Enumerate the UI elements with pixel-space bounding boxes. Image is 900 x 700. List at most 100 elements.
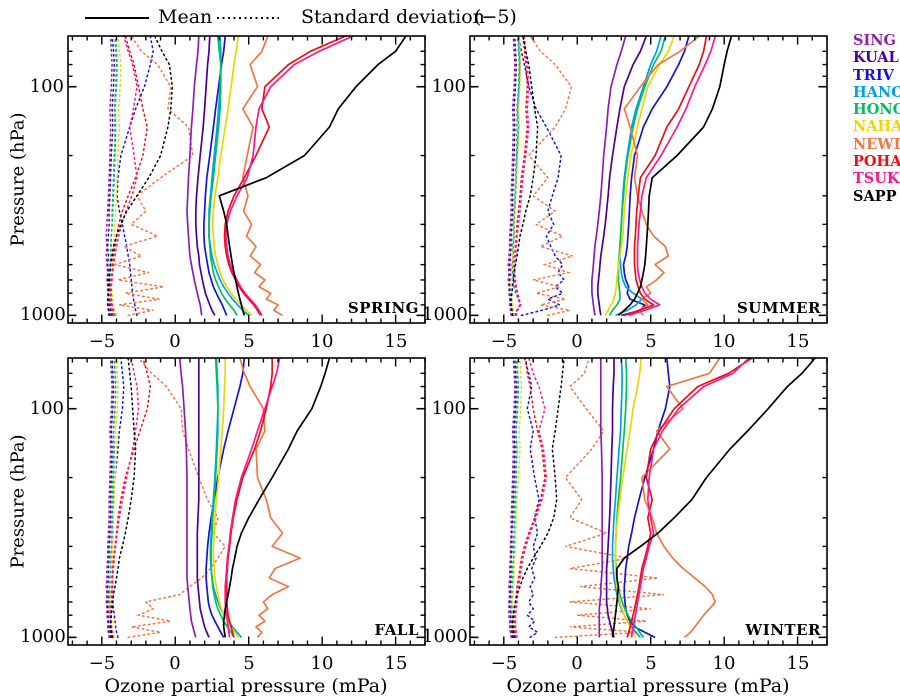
legend-station-newd: NEWD <box>853 135 900 153</box>
mean-curve-poha <box>624 35 708 317</box>
mean-curve-naha <box>614 357 643 638</box>
std-curve-newd <box>112 35 194 317</box>
legend-station-tsuk: TSUK <box>853 170 900 188</box>
mean-line-sample <box>85 17 149 19</box>
std-curve-tsuk <box>110 357 140 639</box>
x-tick-label: 5 <box>645 653 657 674</box>
std-curve-sing <box>105 357 113 639</box>
std-curve-kual <box>508 357 518 639</box>
x-tick-label: 10 <box>310 653 334 674</box>
std-line-sample <box>217 17 279 19</box>
mean-curve-hong <box>608 35 667 316</box>
std-curve-tsuk <box>514 35 530 317</box>
mean-curve-triv <box>621 35 690 317</box>
std-curve-sapp <box>109 357 137 639</box>
x-tick-label: 10 <box>310 331 334 352</box>
std-curve-newd <box>527 35 576 317</box>
mean-curve-kual <box>605 358 615 638</box>
legend-station-naha: NAHA <box>853 118 900 136</box>
std-curve-sapp <box>106 35 174 317</box>
mean-curve-tsuk <box>630 357 750 638</box>
y-tick-label: 1000 <box>20 626 66 647</box>
std-curve-newd <box>554 357 664 639</box>
mean-legend-label: Mean <box>158 6 213 28</box>
std-curve-poha <box>109 357 152 639</box>
x-tick-label: 15 <box>786 331 810 352</box>
legend-station-sapp: SAPP <box>853 187 897 205</box>
std-curve-sapp <box>510 35 539 317</box>
x-tick-label: 5 <box>243 653 255 674</box>
panel-summer <box>469 35 828 324</box>
y-axis-title-bottom: Pressure (hPa) <box>7 434 29 569</box>
std-curve-kual <box>508 35 518 317</box>
x-tick-label: 10 <box>712 331 736 352</box>
y-tick-label: 100 <box>29 398 64 419</box>
x-tick-label: 0 <box>571 331 583 352</box>
x-tick-label: 5 <box>243 331 255 352</box>
x-tick-label: 0 <box>169 331 181 352</box>
x-axis-title-right: Ozone partial pressure (mPa) <box>506 675 790 697</box>
x-tick-label: 15 <box>384 653 408 674</box>
mean-curve-kual <box>196 358 210 638</box>
y-tick-label: 100 <box>431 76 466 97</box>
legend-station-poha: POHA <box>853 153 900 171</box>
season-label-summer: SUMMER <box>736 299 821 317</box>
panel-frame <box>469 35 828 324</box>
panel-frame <box>67 35 426 324</box>
season-label-winter: WINTER <box>745 621 821 639</box>
y-tick-label: 100 <box>29 76 64 97</box>
legend-station-hong: HONG <box>853 101 900 119</box>
mean-curve-hong <box>210 357 235 638</box>
mean-curve-kual <box>596 35 648 316</box>
x-tick-label: 5 <box>645 331 657 352</box>
std-curve-kual <box>106 357 115 639</box>
x-tick-label: 10 <box>712 653 736 674</box>
x-tick-label: 15 <box>384 331 408 352</box>
panel-spring <box>67 35 426 324</box>
mean-curve-triv <box>203 35 228 316</box>
x-tick-label: −5 <box>490 653 518 674</box>
mean-curve-sing <box>591 35 627 316</box>
x-tick-label: −5 <box>88 653 116 674</box>
mean-curve-hong <box>208 35 238 316</box>
mean-curve-sapp <box>617 35 733 317</box>
mean-curve-sing <box>178 357 197 638</box>
station-legend: SING KUAL TRIV HANO HONG NAHA NEWD POHA TSUK SAPP <box>853 32 900 205</box>
mean-curve-tsuk <box>225 35 354 316</box>
std-curve-poha <box>513 357 546 639</box>
legend-station-sing: SING <box>853 32 896 49</box>
mean-curve-sing <box>186 35 203 316</box>
std-curve-tsuk <box>514 357 548 639</box>
std-curve-poha <box>109 35 149 317</box>
panel-fall <box>67 357 426 646</box>
mean-curve-tsuk <box>628 35 717 317</box>
std-curve-sing <box>507 35 516 317</box>
y-tick-label: 1000 <box>20 304 66 325</box>
y-tick-label: 100 <box>431 398 466 419</box>
mean-curve-triv <box>623 357 671 639</box>
mean-curve-triv <box>205 357 246 638</box>
std-curve-triv <box>517 35 566 317</box>
mean-curve-newd <box>241 35 283 317</box>
y-axis-title-top: Pressure (hPa) <box>7 112 29 247</box>
mean-curve-naha <box>211 35 253 317</box>
std-curve-newd <box>127 357 227 639</box>
std-curve-tsuk <box>110 35 138 317</box>
std-curve-triv <box>116 35 154 317</box>
legend-station-triv: TRIV <box>853 66 894 84</box>
std-legend-label: Standard deviation <box>301 6 485 28</box>
panel-frame <box>67 357 426 646</box>
std-offset-label: (−5) <box>474 6 517 28</box>
y-tick-label: 1000 <box>422 304 468 325</box>
x-tick-label: 0 <box>571 653 583 674</box>
mean-curve-naha <box>604 35 675 316</box>
x-tick-label: 15 <box>786 653 810 674</box>
panel-frame <box>469 357 828 646</box>
legend-station-kual: KUAL <box>853 49 899 67</box>
season-label-spring: SPRING <box>347 299 419 317</box>
std-curve-sing <box>508 357 516 639</box>
x-tick-label: −5 <box>490 331 518 352</box>
x-tick-label: −5 <box>88 331 116 352</box>
